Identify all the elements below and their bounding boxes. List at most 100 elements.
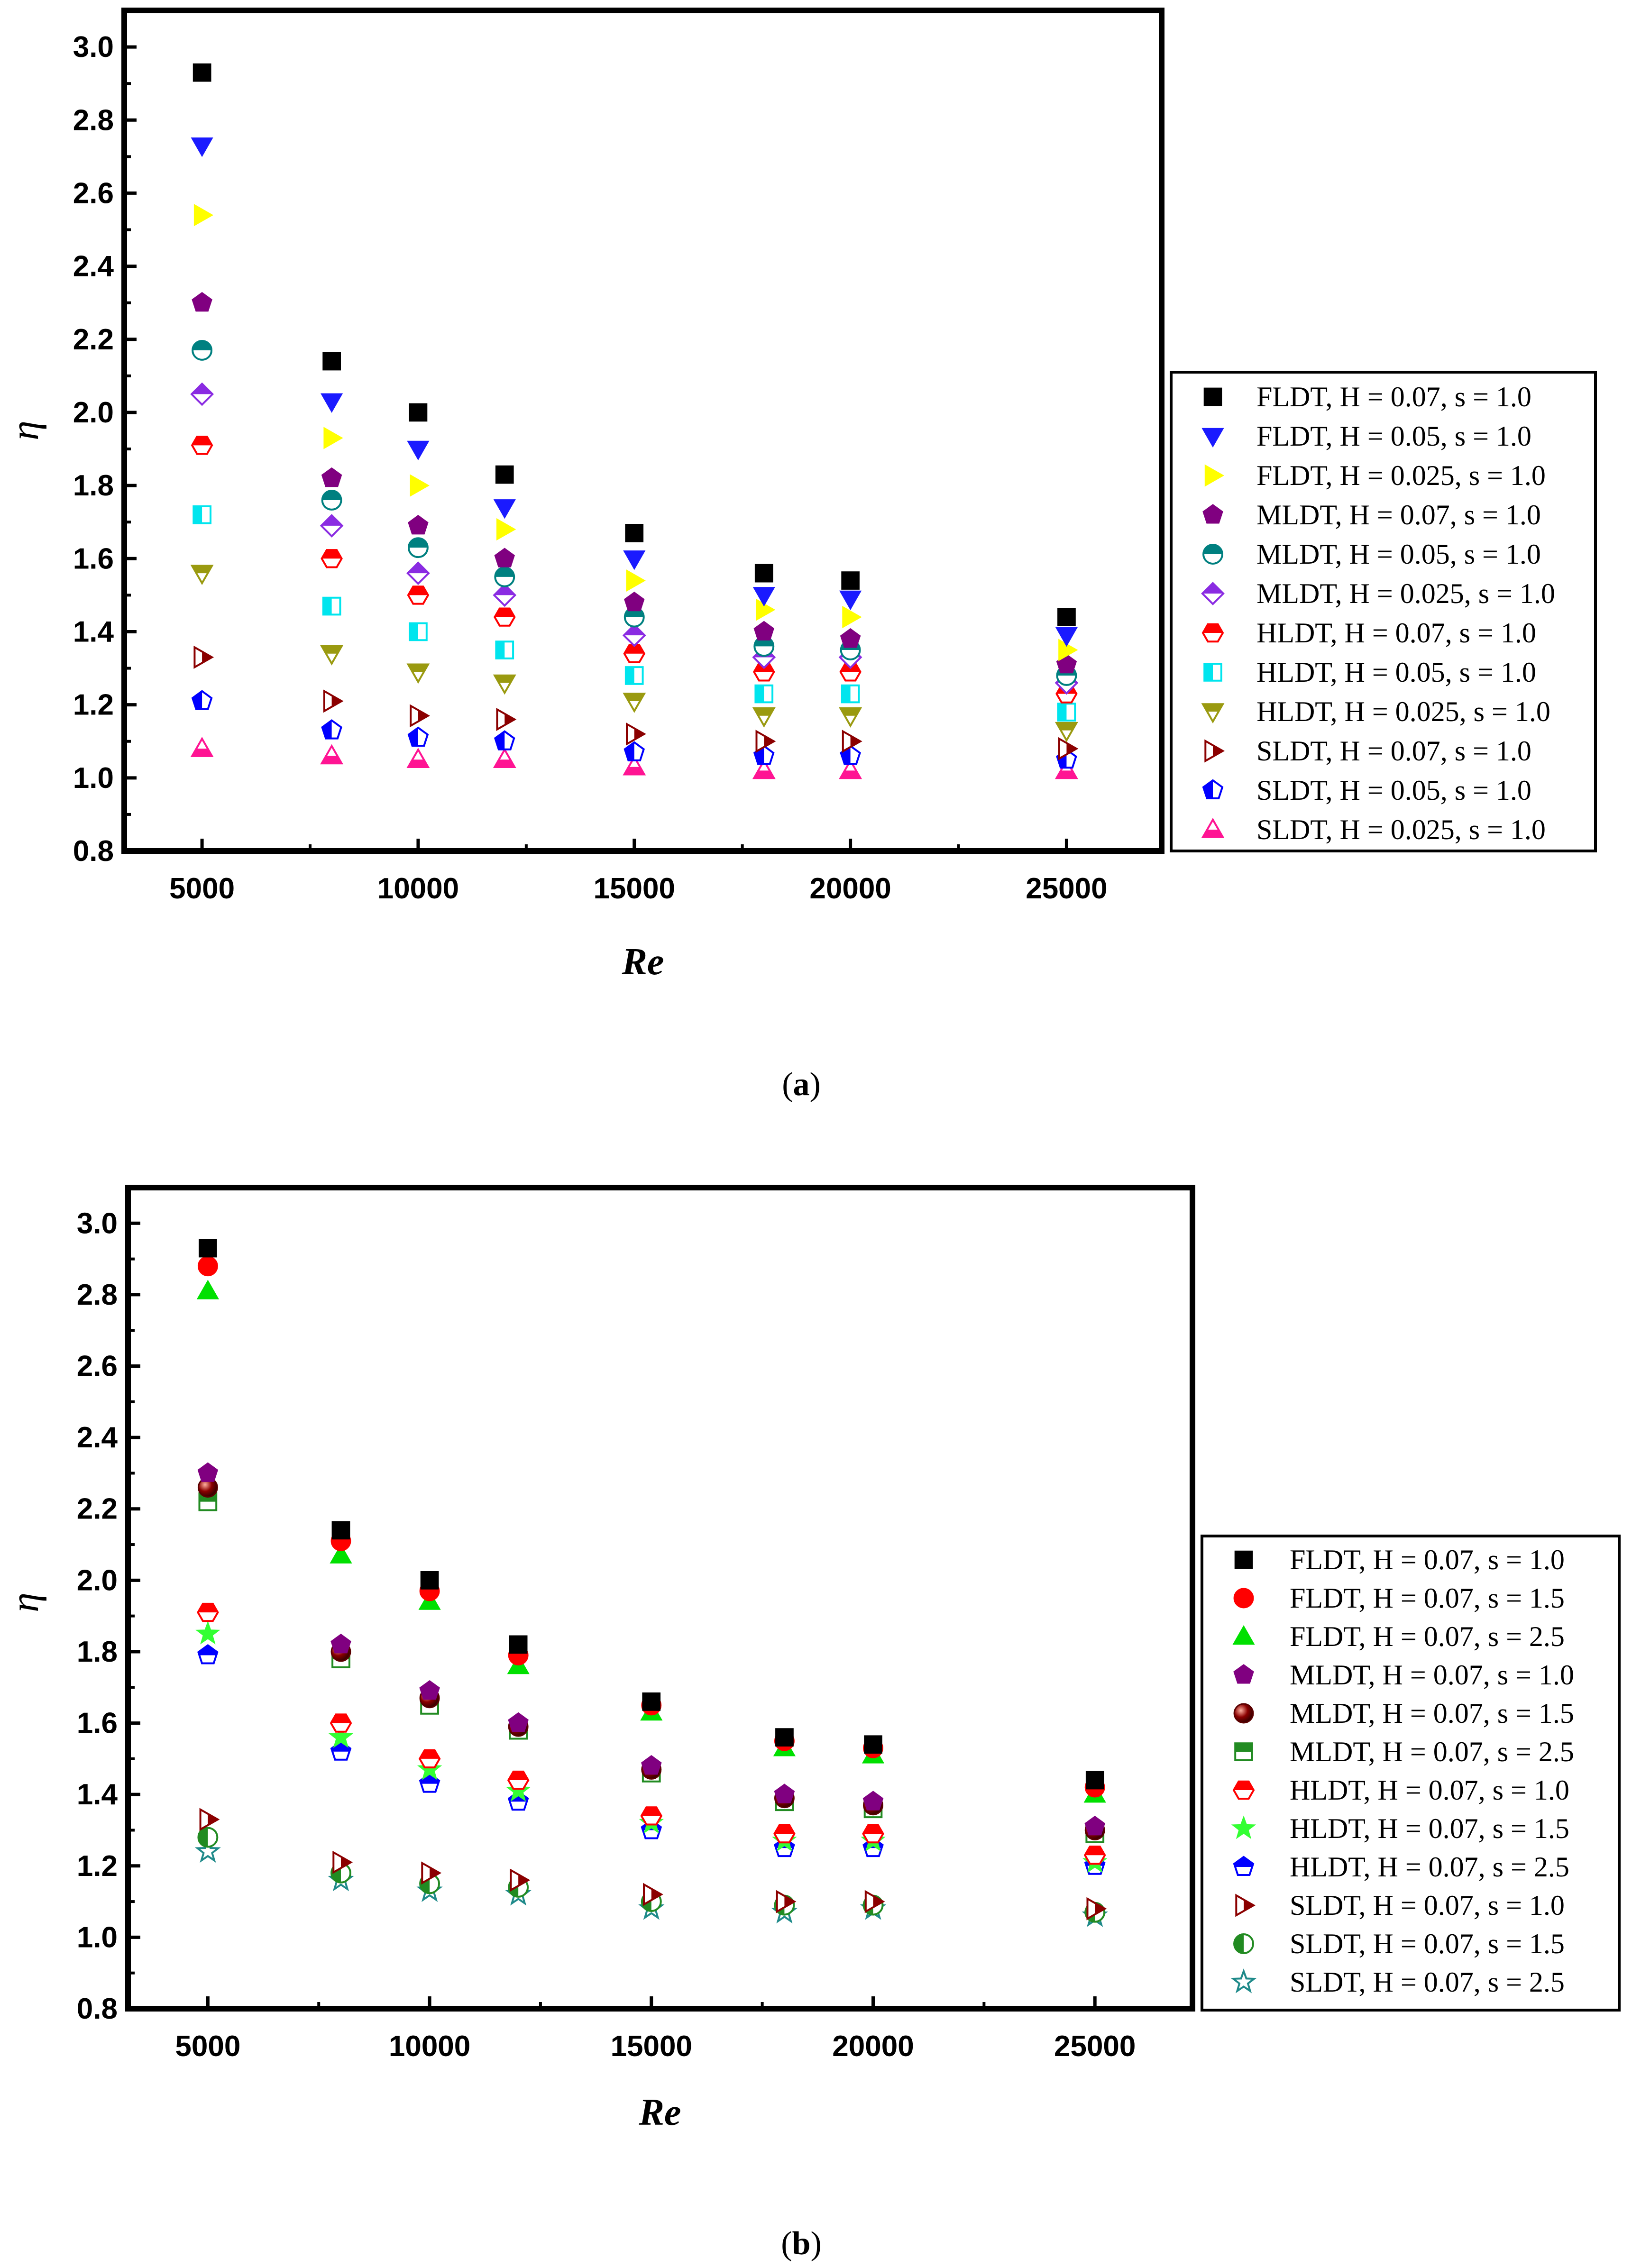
data-point: [1054, 759, 1078, 779]
legend-item: MLDT, H = 0.07, s = 2.5: [1234, 1736, 1574, 1767]
data-point: [1057, 703, 1076, 722]
data-point: [331, 1521, 350, 1540]
data-point: [322, 352, 341, 371]
data-point: [756, 598, 776, 621]
data-point: [496, 708, 517, 731]
data-point: [192, 339, 213, 361]
legend-label: SLDT, H = 0.07, s = 1.0: [1290, 1890, 1565, 1921]
legend-label: SLDT, H = 0.05, s = 1.0: [1256, 775, 1531, 806]
data-point: [409, 622, 428, 641]
data-point: [410, 704, 430, 728]
series-hldt-h-0-025-s-1-0: [190, 565, 1078, 742]
legend-label: FLDT, H = 0.07, s = 1.5: [1290, 1582, 1565, 1614]
panel-a-x-tick-label: 10000: [377, 872, 459, 905]
panel-a-legend-frame: [1170, 371, 1597, 852]
legend-label: HLDT, H = 0.025, s = 1.0: [1256, 696, 1550, 727]
data-point: [1054, 722, 1078, 742]
data-point: [192, 292, 212, 312]
legend-label: HLDT, H = 0.05, s = 1.0: [1256, 657, 1536, 688]
legend-marker: [1204, 739, 1225, 763]
panel-b-x-axis-label: Re: [639, 2092, 681, 2133]
data-point: [493, 748, 516, 768]
data-point: [1086, 1897, 1107, 1920]
panel-b-y-tick-label: 2.4: [77, 1421, 118, 1454]
data-point: [508, 1712, 529, 1732]
panel-b-y-tick-label: 2.0: [77, 1564, 118, 1597]
data-point: [321, 393, 343, 413]
panel-b-legend: FLDT, H = 0.07, s = 1.0 FLDT, H = 0.07, s…: [1201, 1535, 1621, 2012]
legend-item: HLDT, H = 0.05, s = 1.0: [1203, 657, 1536, 688]
series-fldt-h-0-07-s-1-0: [193, 63, 1076, 626]
panel-b-y-axis-label: η: [3, 1592, 47, 1612]
legend-label: MLDT, H = 0.07, s = 1.0: [1290, 1659, 1574, 1691]
panel-a-data-marks: [190, 63, 1079, 779]
data-point: [752, 587, 775, 607]
panel-b-caption-letter: b: [792, 2225, 811, 2262]
legend-item: FLDT, H = 0.07, s = 2.5: [1232, 1621, 1565, 1652]
data-point: [1058, 639, 1078, 661]
legend-label: HLDT, H = 0.07, s = 1.0: [1256, 617, 1536, 649]
data-point: [626, 722, 646, 746]
data-point: [864, 1735, 882, 1754]
data-point: [406, 561, 430, 585]
legend-label: MLDT, H = 0.07, s = 1.5: [1290, 1698, 1574, 1729]
panel-b-plot-frame: [125, 1185, 1195, 2012]
data-point: [505, 1778, 531, 1802]
panel-b-x-tick-label: 10000: [389, 2030, 470, 2063]
data-point: [407, 440, 430, 461]
series-mldt-h-0-07-s-1-0: [192, 292, 1077, 674]
panel-b-y-tick-label: 1.4: [77, 1778, 118, 1811]
data-point: [195, 1620, 220, 1645]
data-point: [419, 1773, 440, 1793]
panel-a-plot-frame: [121, 8, 1164, 854]
data-point: [496, 518, 516, 541]
panel-b-y-tick-label: 1.8: [77, 1636, 118, 1668]
data-point: [773, 1824, 796, 1844]
panel-a-x-tick-label: 15000: [594, 872, 675, 905]
data-point: [841, 684, 860, 704]
data-point: [191, 137, 213, 157]
legend-item: HLDT, H = 0.07, s = 2.5: [1233, 1851, 1569, 1883]
legend-item: FLDT, H = 0.07, s = 1.5: [1233, 1582, 1565, 1614]
data-point: [418, 1749, 441, 1769]
legend-item: FLDT, H = 0.05, s = 1.0: [1201, 421, 1531, 452]
panel-a-y-tick-label: 0.8: [73, 835, 114, 868]
panel-a-y-tick-label: 1.8: [73, 469, 114, 502]
data-point: [330, 1713, 352, 1733]
data-point: [752, 707, 776, 728]
data-point: [754, 684, 774, 704]
series-fldt-h-0-05-s-1-0: [191, 137, 1078, 647]
legend-item: SLDT, H = 0.025, s = 1.0: [1201, 814, 1546, 845]
data-point: [322, 596, 341, 616]
panel-b-y-tick-label: 2.8: [77, 1279, 118, 1311]
data-point: [753, 621, 774, 640]
panel-b-x-tick-label: 20000: [832, 2030, 914, 2063]
data-point: [332, 1850, 353, 1874]
data-point: [842, 606, 862, 629]
data-point: [623, 550, 646, 570]
panel-b-x-tick-label: 5000: [175, 2030, 240, 2063]
panel-a-y-tick-label: 2.0: [73, 396, 114, 429]
data-point: [330, 1740, 352, 1761]
panel-a-caption: (a): [782, 1066, 821, 1103]
data-point: [864, 1890, 885, 1913]
data-point: [197, 1256, 218, 1277]
panel-a-y-tick-label: 2.6: [73, 177, 114, 210]
legend-marker: [1232, 1625, 1255, 1645]
data-point: [494, 566, 515, 587]
data-point: [320, 514, 344, 538]
legend-marker: [1231, 1815, 1256, 1839]
panel-b-y-tick-label: 2.2: [77, 1493, 118, 1526]
data-point: [1084, 1816, 1105, 1836]
data-point: [420, 1571, 439, 1590]
data-point: [323, 427, 343, 449]
data-point: [407, 585, 430, 605]
series-hldt-h-0-05-s-1-0: [193, 505, 1076, 722]
data-point: [493, 674, 516, 695]
legend-marker: [1233, 1664, 1254, 1684]
chart-panel-b: 0.8 1.0 1.2 1.4 1.6 1.8 2.0 2.2 2.4 2.6 2.8 3.0 5000…: [3, 1185, 1621, 2262]
data-point: [641, 1755, 662, 1775]
data-point: [623, 644, 646, 663]
panel-a-axes: 0.8 1.0 1.2 1.4 1.6 1.8 2.0 2.2 2.4 2.6 2.8 3.0 5000…: [73, 31, 1108, 905]
panel-b-y-tick-label: 1.2: [77, 1850, 118, 1883]
